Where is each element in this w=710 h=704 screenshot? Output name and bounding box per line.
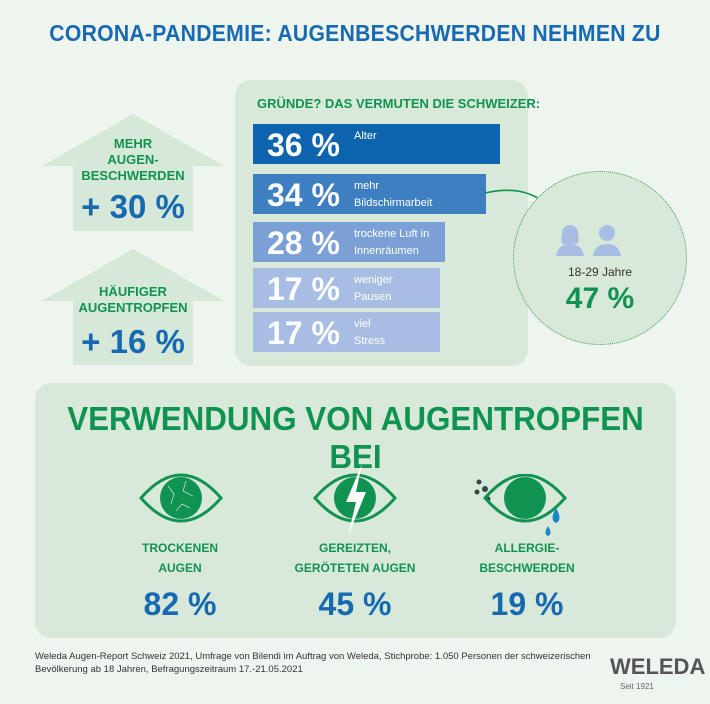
up-arrow-shape [42, 114, 224, 231]
reason-label: Alter [354, 130, 377, 142]
reason-bar: 34 % mehr Bildschirmarbeit [253, 174, 486, 214]
usage-value: 19 % [490, 586, 564, 622]
weleda-logo: WELEDA [610, 654, 706, 679]
arrow-value: + 30 % [81, 188, 185, 225]
source-note: Weleda Augen-Report Schweiz 2021, Umfrag… [35, 651, 591, 675]
arrow-value: + 16 % [81, 323, 185, 360]
reason-bar: 36 % Alter [253, 124, 500, 164]
age-group-value: 47 % [565, 282, 635, 315]
arrow-label: HÄUFIGER AUGENTROPFEN [78, 284, 188, 315]
reason-label: mehr Bildschirmarbeit [354, 180, 433, 209]
reason-percent: 34 % [267, 177, 340, 213]
up-arrow-shape [42, 249, 224, 365]
usage-value: 45 % [318, 586, 392, 622]
reason-bar: 17 % weniger Pausen [253, 268, 440, 308]
age-callout-circle [513, 171, 687, 345]
woman-icon [556, 225, 584, 256]
reason-bar: 28 % trockene Luft in Innenräumen [253, 222, 445, 262]
usage-label: GEREIZTEN, GERÖTETEN AUGEN [294, 541, 416, 575]
reason-percent: 36 % [267, 127, 340, 163]
reasons-title: GRÜNDE? DAS VERMUTEN DIE SCHWEIZER: [257, 96, 541, 111]
reason-label: trockene Luft in Innenräumen [354, 228, 430, 257]
arrow-more-complaints: MEHR AUGEN- BESCHWERDEN + 30 % [42, 114, 224, 231]
page-title: CORONA-PANDEMIE: AUGENBESCHWERDEN NEHMEN… [49, 20, 661, 46]
reason-percent: 17 % [267, 315, 340, 351]
usage-label: TROCKENEN AUGEN [141, 541, 218, 575]
arrow-more-eyedrops: HÄUFIGER AUGENTROPFEN + 16 % [42, 249, 224, 365]
age-group: 18-29 Jahre [567, 265, 633, 279]
reason-percent: 28 % [267, 225, 340, 261]
reason-percent: 17 % [267, 271, 340, 307]
irritated-eye-icon [313, 464, 397, 536]
reason-label: viel Stress [354, 318, 386, 347]
usage-label: ALLERGIE- BESCHWERDEN [479, 541, 575, 575]
usage-title: VERWENDUNG VON AUGENTROPFEN BEI [67, 400, 644, 475]
arrow-label: MEHR AUGEN- BESCHWERDEN [81, 136, 185, 183]
man-icon [593, 225, 621, 256]
reason-label: weniger Pausen [354, 274, 393, 303]
allergy-eye-icon [474, 474, 567, 536]
usage-value: 82 % [143, 586, 217, 622]
logo-since: Seit 1921 [620, 682, 654, 691]
dry-eye-icon [139, 473, 223, 523]
reason-bar: 17 % viel Stress [253, 312, 440, 352]
